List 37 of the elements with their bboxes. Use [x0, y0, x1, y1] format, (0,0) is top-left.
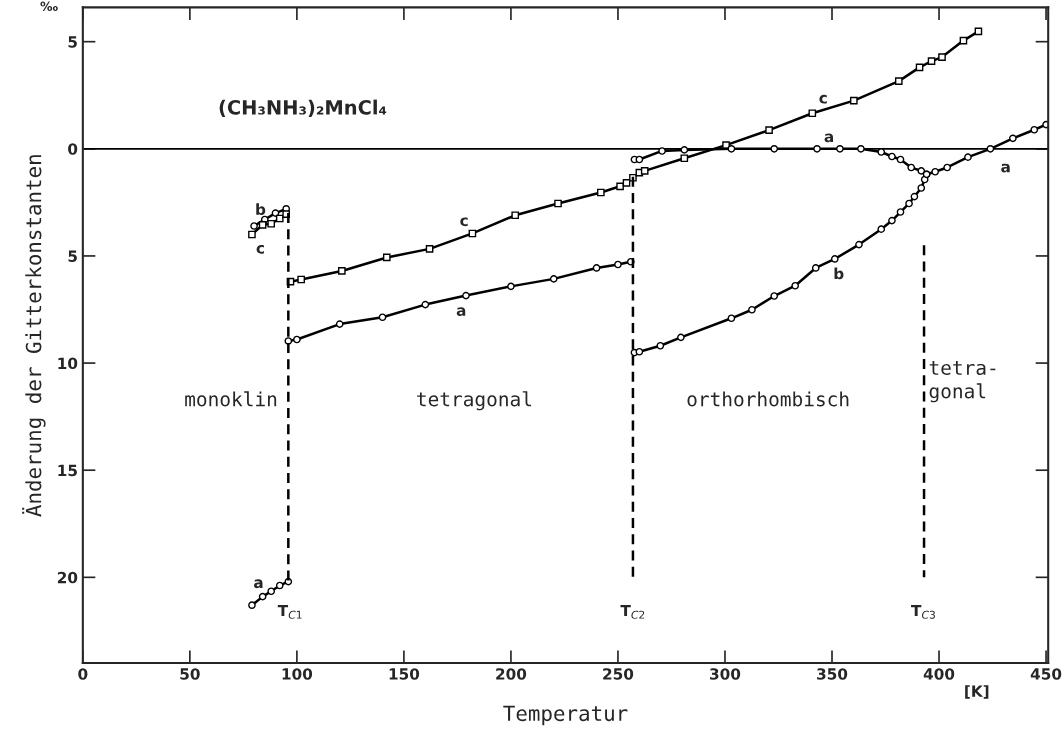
annotation: monoklin — [185, 391, 277, 407]
text: ‰ — [40, 1, 58, 12]
x-tick-label: 250 — [603, 668, 634, 680]
x-tick-label: 150 — [389, 668, 420, 680]
annotation: c — [460, 217, 468, 227]
annotation: T$_{C1}$ — [277, 604, 302, 619]
y-axis-title: Änderung der Gitterkonstanten — [22, 155, 46, 517]
x-tick-label: 350 — [817, 668, 848, 680]
text: [K] — [965, 685, 989, 699]
annotation: b — [256, 203, 266, 216]
x-tick-label: 300 — [710, 668, 741, 680]
annotation: a — [456, 307, 466, 317]
annotation: a — [254, 579, 263, 589]
annotation: b — [834, 267, 844, 280]
x-tick-label: 100 — [282, 668, 313, 680]
annotation: a — [824, 133, 834, 143]
annotation: tetragonal — [417, 391, 532, 411]
y-tick-label: 5 — [68, 36, 77, 48]
y-tick-label: 15 — [58, 464, 77, 477]
x-tick-label: 0 — [78, 668, 88, 680]
annotation: a — [1001, 163, 1010, 173]
annotation: orthorhombisch — [687, 391, 849, 407]
annotation: (CH₃NH₃)₂MnCl₄ — [219, 99, 387, 117]
annotation: c — [256, 244, 264, 254]
y-tick-label: 5 — [68, 250, 77, 262]
annotation: T$_{C2}$ — [620, 604, 645, 619]
annotation: T$_{C3}$ — [911, 604, 935, 619]
x-tick-label: 450 — [1030, 668, 1062, 680]
annotation: c — [819, 94, 827, 104]
y-tick-label: 10 — [58, 357, 78, 370]
x-tick-label: 400 — [923, 668, 955, 680]
x-tick-label: 200 — [496, 668, 527, 680]
annotation: tetra- gonal — [929, 361, 996, 403]
y-tick-label: 0 — [68, 143, 78, 155]
x-axis-title: Temperatur — [503, 705, 628, 726]
x-tick-label: 50 — [180, 668, 200, 680]
y-tick-label: 20 — [57, 571, 78, 584]
